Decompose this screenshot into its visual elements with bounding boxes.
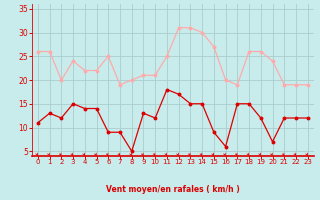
X-axis label: Vent moyen/en rafales ( km/h ): Vent moyen/en rafales ( km/h ) — [106, 185, 240, 194]
